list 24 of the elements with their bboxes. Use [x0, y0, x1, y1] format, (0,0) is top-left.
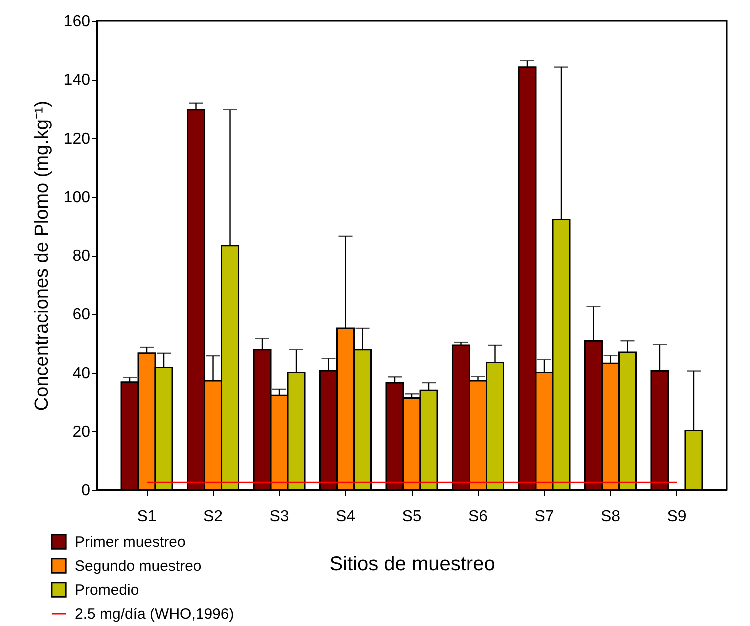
x-tick-label: S9: [667, 508, 687, 526]
y-tick-label: 160: [64, 14, 91, 30]
legend-label: 2.5 mg/día (WHO,1996): [75, 606, 234, 623]
x-axis-title: Sitios de muestreo: [330, 554, 496, 576]
x-tick-label: S7: [534, 508, 554, 526]
y-tick-label: 40: [72, 365, 91, 382]
x-tick-label: S5: [402, 508, 422, 526]
x-tick-label: S1: [137, 508, 157, 526]
y-tick-label: 80: [72, 248, 91, 265]
y-tick-label: 120: [64, 130, 91, 148]
y-tick-label: 140: [64, 72, 91, 90]
legend-label: Promedio: [75, 582, 140, 599]
x-tick-label: S4: [336, 508, 356, 526]
legend-label: Segundo muestreo: [75, 558, 202, 575]
y-axis-title: Concentraciones de Plomo (mg.kg⁻¹): [32, 100, 53, 412]
x-tick-label: S2: [203, 508, 224, 526]
y-tick-label: 100: [64, 189, 91, 206]
x-tick-label: S6: [468, 508, 488, 526]
y-tick-label: 0: [82, 482, 91, 500]
y-tick-label: 60: [72, 306, 91, 324]
x-tick-label: S8: [600, 508, 621, 526]
legend-label: Primer muestreo: [75, 534, 186, 551]
y-tick-label: 20: [72, 424, 91, 441]
x-tick-label: S3: [270, 508, 290, 526]
